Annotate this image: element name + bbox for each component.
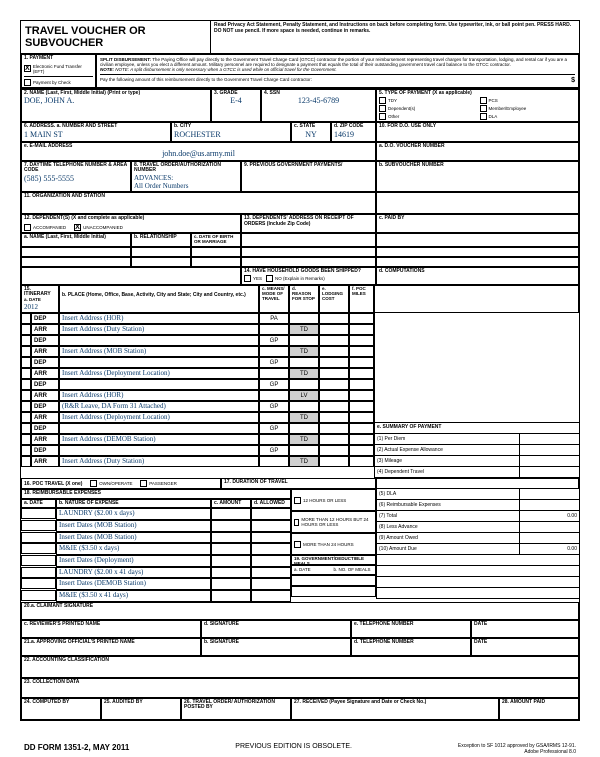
form-title: TRAVEL VOUCHER OR SUBVOUCHER [21, 21, 211, 53]
form-page: TRAVEL VOUCHER OR SUBVOUCHER Read Privac… [20, 20, 580, 721]
form-instructions: Read Privacy Act Statement, Penalty Stat… [211, 21, 579, 53]
payment-label: 1. PAYMENT [24, 56, 93, 62]
ssn-value: 123-45-6789 [264, 96, 373, 106]
eft-checkbox[interactable] [24, 65, 31, 72]
itinerary-rows: DEPInsert Address (HOR)PAARRInsert Addre… [21, 313, 374, 478]
grade-value: E-4 [214, 96, 258, 106]
summary-block: e. SUMMARY OF PAYMENT (1) Per Diem(2) Ac… [374, 313, 579, 478]
check-checkbox[interactable] [24, 79, 31, 86]
name-value: DOE, JOHN A. [24, 96, 208, 106]
form-footer: DD FORM 1351-2, MAY 2011 PREVIOUS EDITIO… [20, 741, 580, 757]
